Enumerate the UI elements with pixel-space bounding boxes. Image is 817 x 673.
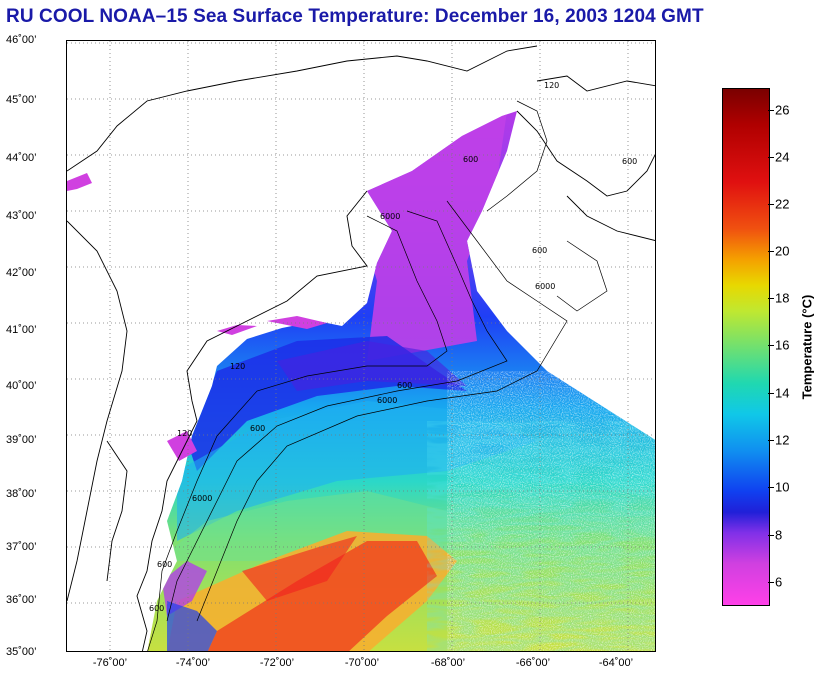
contour-label: 600 bbox=[149, 604, 164, 613]
contour-label: 600 bbox=[622, 157, 637, 166]
contour-label: 600 bbox=[463, 155, 478, 164]
colorbar-tick-22: 22 bbox=[775, 196, 790, 212]
contour-label: 600 bbox=[250, 424, 265, 433]
contour-label: 600 bbox=[157, 560, 172, 569]
lon-label-74: -74˚00’ bbox=[175, 657, 211, 669]
lon-label-70: -70˚00’ bbox=[344, 657, 380, 669]
lat-label-39: 39˚00’ bbox=[6, 434, 37, 446]
colorbar-tick-8: 8 bbox=[775, 527, 783, 543]
bathymetry-contours bbox=[147, 100, 608, 651]
lon-label-66: -66˚00’ bbox=[515, 657, 551, 669]
lat-label-43: 43˚00’ bbox=[6, 210, 37, 222]
colorbar-tick-14: 14 bbox=[775, 385, 790, 401]
lat-label-38: 38˚00’ bbox=[6, 488, 37, 500]
lat-label-46: 46˚00’ bbox=[6, 34, 37, 46]
lat-label-41: 41˚00’ bbox=[6, 324, 37, 336]
contour-label: 600 bbox=[532, 246, 547, 255]
contour-label: 6000 bbox=[535, 282, 555, 291]
lon-label-64: -64˚00’ bbox=[598, 657, 634, 669]
colorbar-tick-18: 18 bbox=[775, 290, 790, 306]
colorbar-tick-26: 26 bbox=[775, 102, 790, 118]
colorbar-tick-12: 12 bbox=[775, 432, 790, 448]
lat-label-37: 37˚00’ bbox=[6, 541, 37, 553]
colorbar-tick-6: 6 bbox=[775, 574, 783, 590]
sst-map-canvas: 120 600 6000 600 6000 120 600 6000 600 6… bbox=[67, 41, 655, 651]
lon-label-76: -76˚00’ bbox=[92, 657, 128, 669]
lat-label-36: 36˚00’ bbox=[6, 594, 37, 606]
colorbar bbox=[722, 88, 770, 606]
colorbar-title: Temperature (°C) bbox=[799, 294, 815, 400]
lon-label-72: -72˚00’ bbox=[259, 657, 295, 669]
colorbar-tick-20: 20 bbox=[775, 243, 790, 259]
lat-label-40: 40˚00’ bbox=[6, 380, 37, 392]
map-title: RU COOL NOAA–15 Sea Surface Temperature:… bbox=[6, 6, 704, 27]
lat-label-35: 35˚00’ bbox=[6, 646, 37, 658]
sst-map: 120 600 6000 600 6000 120 600 6000 600 6… bbox=[66, 40, 656, 652]
colorbar-tick-16: 16 bbox=[775, 337, 790, 353]
contour-label: 120 bbox=[177, 429, 192, 438]
colorbar-tick-10: 10 bbox=[775, 479, 790, 495]
contour-label: 120 bbox=[544, 81, 559, 90]
colorbar-tick-24: 24 bbox=[775, 149, 790, 165]
bathymetry-contour-labels: 120 600 6000 600 6000 120 600 6000 600 6… bbox=[149, 81, 637, 613]
lat-label-44: 44˚00’ bbox=[6, 152, 37, 164]
lat-label-42: 42˚00’ bbox=[6, 267, 37, 279]
coastline bbox=[67, 45, 655, 651]
contour-label: 6000 bbox=[192, 494, 212, 503]
contour-label: 6000 bbox=[380, 212, 400, 221]
contour-label: 600 bbox=[397, 381, 412, 390]
contour-label: 6000 bbox=[377, 396, 397, 405]
nearshore-blobs bbox=[67, 173, 327, 461]
lon-label-68: -68˚00’ bbox=[430, 657, 466, 669]
contour-label: 120 bbox=[230, 362, 245, 371]
lat-label-45: 45˚00’ bbox=[6, 94, 37, 106]
